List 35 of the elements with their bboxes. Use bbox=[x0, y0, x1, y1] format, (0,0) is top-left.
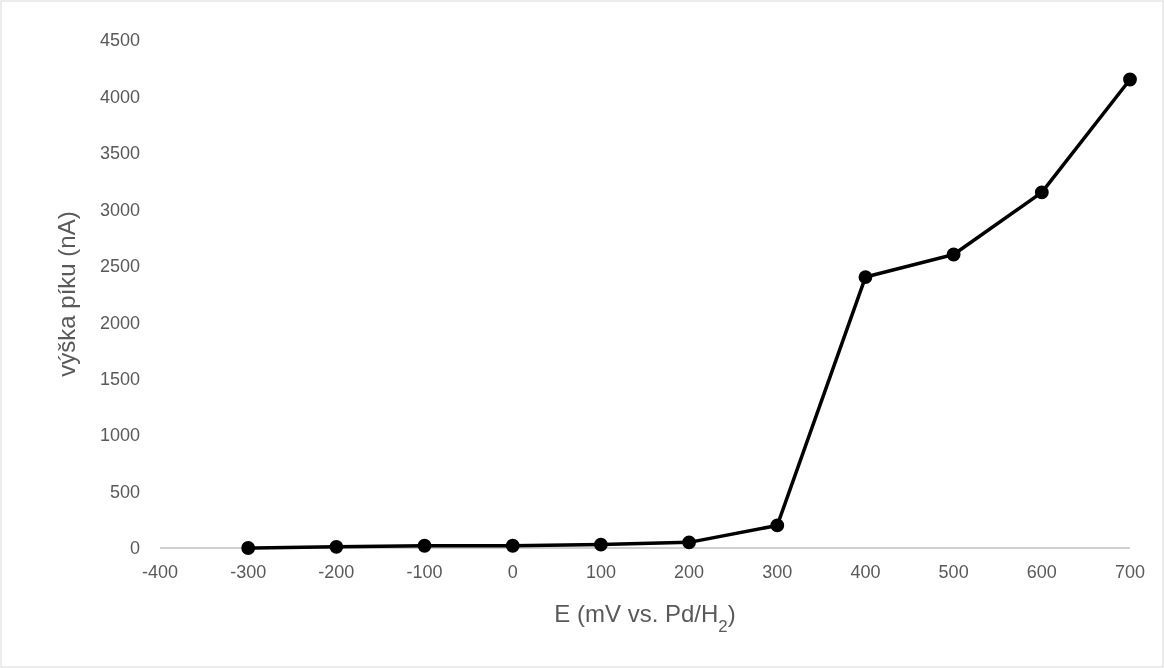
x-tick-label: -300 bbox=[230, 562, 267, 582]
point bbox=[329, 539, 344, 554]
y-tick-label: 500 bbox=[109, 481, 140, 502]
x-tick-label: 400 bbox=[850, 562, 881, 582]
y-tick-label: 1000 bbox=[99, 425, 140, 446]
point bbox=[1123, 72, 1137, 87]
y-axis-title: výška píku (nA) bbox=[53, 211, 80, 377]
y-tick-label: 3500 bbox=[99, 143, 140, 164]
x-tick-label: 600 bbox=[1026, 562, 1057, 582]
x-tick-label: -100 bbox=[406, 562, 443, 582]
point bbox=[1034, 185, 1049, 200]
x-tick-label: 300 bbox=[762, 562, 793, 582]
y-tick-label: 2500 bbox=[99, 256, 140, 277]
x-tick-label: -200 bbox=[318, 562, 355, 582]
x-tick-label: 700 bbox=[1114, 562, 1146, 582]
x-tick-label: 500 bbox=[938, 562, 969, 582]
y-tick-label: 2000 bbox=[99, 312, 140, 333]
y-tick-label: 4500 bbox=[99, 30, 140, 51]
x-tick-label: 0 bbox=[507, 562, 518, 582]
point bbox=[241, 541, 256, 555]
y-tick-label: 1500 bbox=[99, 368, 140, 389]
point bbox=[858, 270, 873, 284]
point bbox=[594, 537, 608, 552]
x-tick-label: 100 bbox=[585, 562, 616, 582]
x-axis-title: E (mV vs. Pd/H$_{2}$) bbox=[554, 600, 736, 636]
point bbox=[505, 538, 520, 553]
point bbox=[682, 535, 696, 550]
y-tick-label: 4000 bbox=[99, 86, 140, 107]
point bbox=[946, 247, 961, 262]
point bbox=[417, 538, 432, 553]
y-tick-label: 0 bbox=[129, 538, 140, 559]
x-tick-label: 200 bbox=[674, 562, 705, 582]
y-tick-label: 3000 bbox=[99, 199, 140, 220]
point bbox=[770, 518, 785, 533]
x-tick-label: -400 bbox=[141, 562, 179, 582]
